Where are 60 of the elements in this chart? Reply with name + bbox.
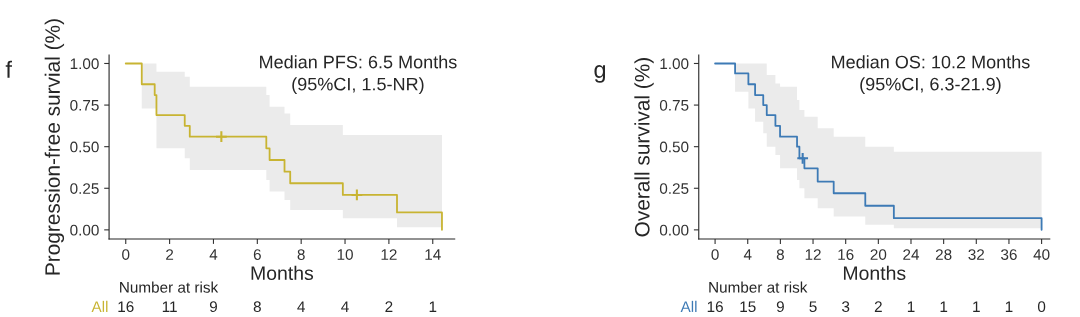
text: 4 <box>297 301 305 312</box>
x-tick-label: 10 <box>337 249 353 260</box>
text: 8 <box>253 301 261 313</box>
text: All <box>91 300 108 312</box>
x-tick-label: 6 <box>253 249 261 260</box>
x-tick-label: 0 <box>711 249 719 260</box>
text: 15 <box>740 301 756 313</box>
text: 2 <box>385 301 393 312</box>
y-tick-label: 0.25 <box>70 183 99 194</box>
text: 5 <box>809 301 817 313</box>
annotation: Median PFS: 6.5 Months (95%CI, 1.5-NR) <box>260 55 457 95</box>
chart-title: f <box>5 60 12 78</box>
text: 0 <box>1037 301 1046 313</box>
text: 16 <box>707 301 723 313</box>
y-tick-label: 0.50 <box>70 141 99 153</box>
text: 16 <box>118 301 134 313</box>
y-tick-label: 1.00 <box>70 58 99 70</box>
text: 4 <box>341 301 349 312</box>
text: 1 <box>907 301 915 312</box>
x-tick-label: 28 <box>935 249 952 260</box>
text: 1 <box>940 301 948 312</box>
x-tick-label: 16 <box>838 249 854 260</box>
x-tick-label: 8 <box>776 249 784 260</box>
x-tick-label: 36 <box>1001 249 1017 260</box>
x-tick-label: 14 <box>425 249 441 260</box>
x-tick-label: 8 <box>297 249 305 260</box>
x-tick-label: 2 <box>166 249 174 260</box>
y-tick-label: 1.00 <box>660 58 689 70</box>
x-tick-label: 12 <box>805 249 821 260</box>
x-tick-label: 32 <box>968 249 985 260</box>
chart-title: g <box>594 65 606 83</box>
y-tick-label: 0.00 <box>70 224 99 236</box>
y-tick-label: 0.75 <box>659 99 689 111</box>
x-tick-label: 24 <box>903 249 920 260</box>
y-axis-title: Overall survival (%) <box>634 58 654 237</box>
text: 2 <box>874 301 882 312</box>
text: 3 <box>842 301 850 313</box>
x-axis-title: Months <box>843 265 906 281</box>
text: 1 <box>1005 301 1013 312</box>
y-axis-title: Progression-free survial (%) <box>44 19 65 275</box>
text: Number at risk <box>709 281 808 293</box>
y-tick-label: 0.50 <box>659 141 689 153</box>
x-tick-label: 4 <box>209 249 218 260</box>
y-tick-label: 0.75 <box>70 99 99 111</box>
text: 9 <box>776 301 784 313</box>
text: 1 <box>973 301 980 312</box>
x-tick-label: 4 <box>743 249 752 260</box>
x-axis-title: Months <box>251 265 314 281</box>
text: Number at risk <box>120 281 219 293</box>
x-tick-label: 0 <box>122 249 130 260</box>
text: 1 <box>429 301 437 312</box>
y-tick-label: 0.00 <box>659 224 689 236</box>
text: 9 <box>209 301 217 313</box>
annotation: Median OS: 10.2 Months (95%CI, 6.3-21.9) <box>832 55 1030 95</box>
x-tick-label: 12 <box>381 249 397 260</box>
y-tick-label: 0.25 <box>659 183 689 194</box>
text: All <box>680 300 697 312</box>
x-tick-label: 20 <box>870 249 887 260</box>
x-tick-label: 40 <box>1033 249 1050 260</box>
text: 11 <box>162 301 177 312</box>
